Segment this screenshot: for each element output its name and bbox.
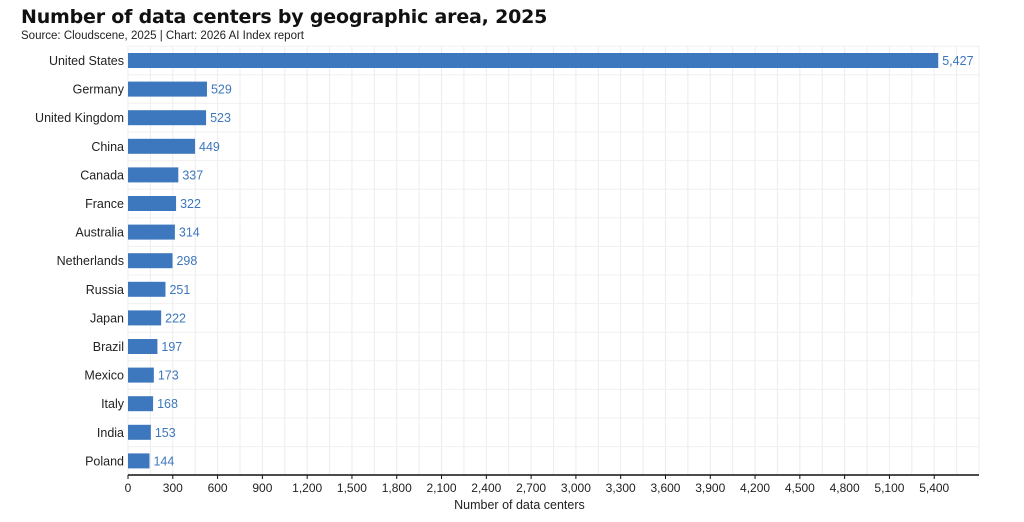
value-label: 251 (169, 283, 190, 297)
bars (128, 53, 939, 469)
chart-subtitle: Source: Cloudscene, 2025 | Chart: 2026 A… (21, 30, 304, 42)
value-label: 322 (180, 197, 201, 211)
bar (128, 396, 154, 412)
category-label: China (91, 140, 124, 154)
category-label: Canada (80, 168, 124, 182)
x-tick-label: 5,100 (874, 481, 904, 495)
value-label: 197 (161, 340, 182, 354)
x-axis: 0 300 600 900 1,200 1,500 1,800 2,100 2,400 2,700… (125, 474, 979, 495)
value-label: 523 (210, 111, 231, 125)
bar (128, 110, 207, 126)
value-label: 5,427 (942, 54, 973, 68)
x-tick-label: 3,000 (561, 481, 591, 495)
x-tick-label: 4,200 (740, 481, 770, 495)
category-label: Poland (85, 454, 124, 468)
value-label: 144 (153, 454, 174, 468)
bar (128, 310, 162, 326)
category-label: Brazil (93, 340, 124, 354)
category-label: India (97, 426, 124, 440)
category-label: United States (49, 54, 124, 68)
category-label: France (85, 197, 124, 211)
grid-lines (127, 45, 980, 475)
category-label: Germany (73, 83, 125, 97)
value-label: 168 (157, 397, 178, 411)
category-label: Japan (90, 311, 124, 325)
x-tick-label: 4,500 (785, 481, 815, 495)
category-label: Italy (101, 397, 125, 411)
category-label: Russia (86, 283, 124, 297)
x-tick-label: 1,200 (292, 481, 322, 495)
value-label: 529 (211, 83, 232, 97)
x-tick-label: 3,900 (695, 481, 725, 495)
x-tick-label: 2,400 (471, 481, 501, 495)
x-tick-label: 1,800 (382, 481, 412, 495)
x-tick-label: 1,500 (337, 481, 367, 495)
value-label: 173 (158, 369, 179, 383)
value-label: 337 (182, 168, 203, 182)
bar (128, 224, 175, 240)
bar (128, 253, 173, 269)
category-label: Australia (75, 226, 124, 240)
x-tick-label: 4,800 (830, 481, 860, 495)
chart-title: Number of data centers by geographic are… (21, 6, 548, 28)
x-tick-label: 2,100 (427, 481, 457, 495)
bar (128, 138, 196, 154)
x-tick-label: 900 (252, 481, 272, 495)
bar (128, 53, 939, 68)
bar (128, 196, 177, 211)
x-tick-label: 2,700 (516, 481, 546, 495)
category-label: Netherlands (57, 254, 124, 268)
x-tick-label: 3,600 (650, 481, 680, 495)
category-label: United Kingdom (35, 111, 124, 125)
x-axis-title: Number of data centers (454, 498, 585, 512)
bar (128, 453, 150, 469)
value-label: 314 (179, 226, 200, 240)
bar (128, 281, 166, 297)
bar (128, 81, 207, 97)
x-tick-label: 600 (208, 481, 228, 495)
value-label: 449 (199, 140, 220, 154)
x-tick-label: 3,300 (606, 481, 636, 495)
bar (128, 167, 179, 183)
x-tick-label: 0 (125, 481, 132, 495)
value-label: 298 (176, 254, 197, 268)
x-tick-label: 5,400 (919, 481, 949, 495)
category-labels: United States Germany United Kingdom China C… (35, 54, 125, 468)
bar (128, 367, 154, 383)
value-labels: 5,427 529 523 449 337 322 314 298 251 222 197 173 16… (153, 54, 973, 468)
category-label: Mexico (84, 369, 124, 383)
x-tick-label: 300 (163, 481, 183, 495)
value-label: 153 (155, 426, 176, 440)
value-label: 222 (165, 311, 186, 325)
bar (128, 339, 158, 354)
bar (128, 424, 151, 440)
